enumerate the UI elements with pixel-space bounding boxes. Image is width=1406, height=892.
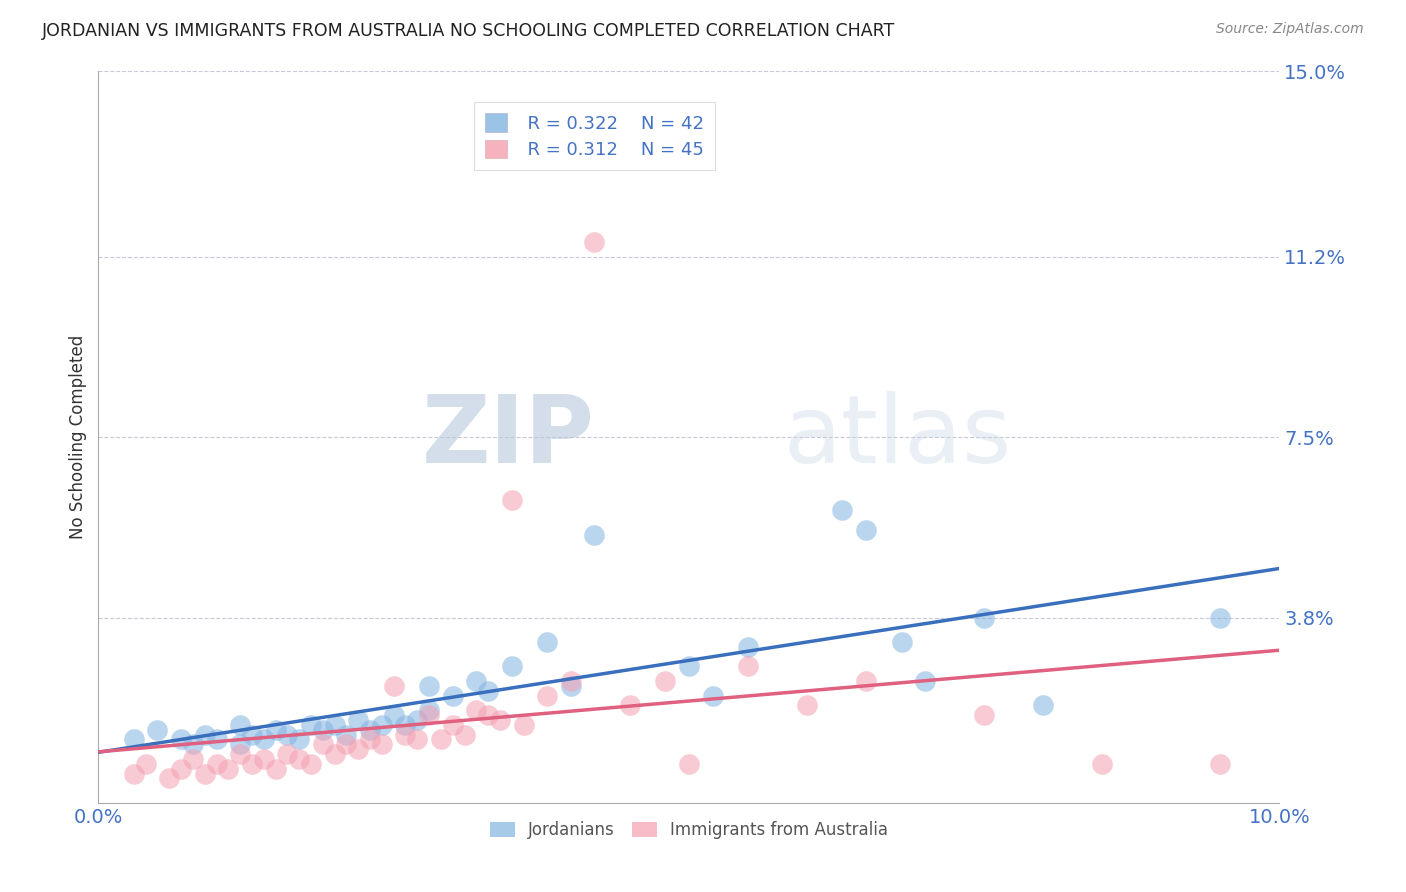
Point (489, 713, 512, 727)
Point (418, 703, 440, 717)
Point (430, 732, 453, 747)
Point (359, 723, 381, 737)
Point (371, 737, 394, 751)
Point (264, 762, 287, 776)
Point (276, 747, 298, 761)
Text: Source: ZipAtlas.com: Source: ZipAtlas.com (1216, 22, 1364, 37)
Point (973, 610, 995, 624)
Point (406, 732, 429, 747)
Point (299, 756, 322, 771)
Point (678, 659, 700, 673)
Point (465, 703, 488, 717)
Point (181, 752, 204, 766)
Point (583, 527, 606, 541)
Point (501, 659, 523, 673)
Point (157, 772, 180, 786)
Point (312, 723, 335, 737)
Point (181, 737, 204, 751)
Point (229, 718, 252, 732)
Point (512, 718, 534, 732)
Point (335, 727, 357, 741)
Point (323, 718, 346, 732)
Point (1209, 756, 1232, 771)
Point (654, 673, 676, 688)
Point (583, 235, 606, 249)
Point (890, 635, 912, 649)
Point (217, 762, 239, 776)
Point (347, 742, 370, 756)
Point (135, 756, 157, 771)
Point (453, 727, 475, 741)
Point (335, 737, 357, 751)
Point (146, 723, 169, 737)
Point (441, 689, 464, 703)
Point (702, 689, 724, 703)
Legend: Jordanians, Immigrants from Australia: Jordanians, Immigrants from Australia (484, 814, 894, 846)
Point (122, 766, 145, 780)
Point (536, 635, 558, 649)
Point (418, 708, 440, 723)
Point (240, 727, 263, 741)
Point (194, 766, 217, 780)
Point (382, 679, 405, 693)
Point (1032, 698, 1054, 713)
Point (205, 732, 228, 747)
Point (347, 713, 370, 727)
Point (441, 718, 464, 732)
Point (1209, 610, 1232, 624)
Point (465, 673, 488, 688)
Point (194, 727, 217, 741)
Point (973, 708, 995, 723)
Point (394, 727, 416, 741)
Point (418, 679, 440, 693)
Point (229, 737, 252, 751)
Point (477, 683, 499, 698)
Text: ZIP: ZIP (422, 391, 595, 483)
Point (394, 718, 416, 732)
Point (914, 673, 936, 688)
Point (371, 718, 394, 732)
Point (312, 737, 335, 751)
Point (560, 673, 582, 688)
Point (501, 493, 523, 508)
Point (240, 756, 263, 771)
Point (619, 698, 641, 713)
Point (406, 713, 429, 727)
Point (253, 732, 276, 747)
Point (253, 752, 276, 766)
Point (359, 732, 381, 747)
Point (1091, 756, 1114, 771)
Point (382, 708, 405, 723)
Y-axis label: No Schooling Completed: No Schooling Completed (69, 335, 87, 539)
Point (536, 689, 558, 703)
Point (264, 723, 287, 737)
Point (737, 659, 759, 673)
Point (831, 503, 853, 517)
Text: atlas: atlas (783, 391, 1012, 483)
Point (737, 640, 759, 654)
Point (288, 732, 311, 747)
Point (276, 727, 298, 741)
Point (796, 698, 818, 713)
Text: JORDANIAN VS IMMIGRANTS FROM AUSTRALIA NO SCHOOLING COMPLETED CORRELATION CHART: JORDANIAN VS IMMIGRANTS FROM AUSTRALIA N… (42, 22, 896, 40)
Point (170, 762, 193, 776)
Point (288, 752, 311, 766)
Point (299, 718, 322, 732)
Point (205, 756, 228, 771)
Point (678, 756, 700, 771)
Point (122, 732, 145, 747)
Point (477, 708, 499, 723)
Point (229, 747, 252, 761)
Point (855, 673, 877, 688)
Point (170, 732, 193, 747)
Point (560, 679, 582, 693)
Point (323, 747, 346, 761)
Point (855, 523, 877, 537)
